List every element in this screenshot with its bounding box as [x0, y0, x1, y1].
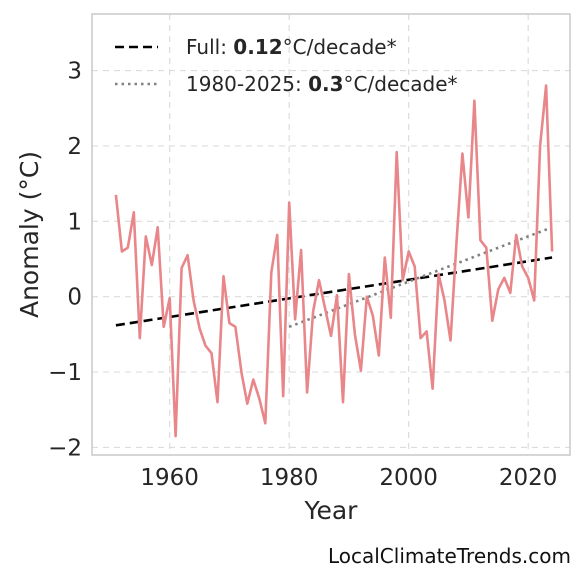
anomaly-series-line	[114, 84, 554, 438]
x-tick-label: 2000	[379, 465, 438, 491]
x-tick-label: 2020	[499, 465, 558, 491]
watermark: LocalClimateTrends.com	[327, 544, 571, 568]
trend-lines	[115, 226, 553, 329]
y-tick-label: 2	[67, 134, 82, 160]
trend-line-dashed	[115, 256, 553, 327]
legend-entry: Full: 0.12°C/decade*	[186, 35, 397, 59]
tick-labels: 1960 1980 2000 2020 −2 −1 0 1 2 3	[48, 59, 557, 491]
y-tick-label: 1	[67, 209, 82, 235]
y-tick-label: 0	[67, 285, 82, 311]
y-tick-label: −2	[48, 435, 82, 461]
x-axis-label: Year	[304, 496, 359, 525]
x-tick-label: 1960	[140, 465, 199, 491]
series-lines	[114, 84, 554, 438]
legend-entry: 1980-2025: 0.3°C/decade*	[186, 72, 458, 96]
y-axis-label: Anomaly (°C)	[15, 151, 44, 318]
trend-line-dotted	[288, 226, 553, 329]
y-tick-label: −1	[48, 360, 82, 386]
plot-frame	[91, 13, 571, 456]
x-tick-label: 1980	[260, 465, 319, 491]
y-tick-label: 3	[67, 59, 82, 85]
legend: Full: 0.12°C/decade* 1980-2025: 0.3°C/dec…	[115, 35, 458, 96]
